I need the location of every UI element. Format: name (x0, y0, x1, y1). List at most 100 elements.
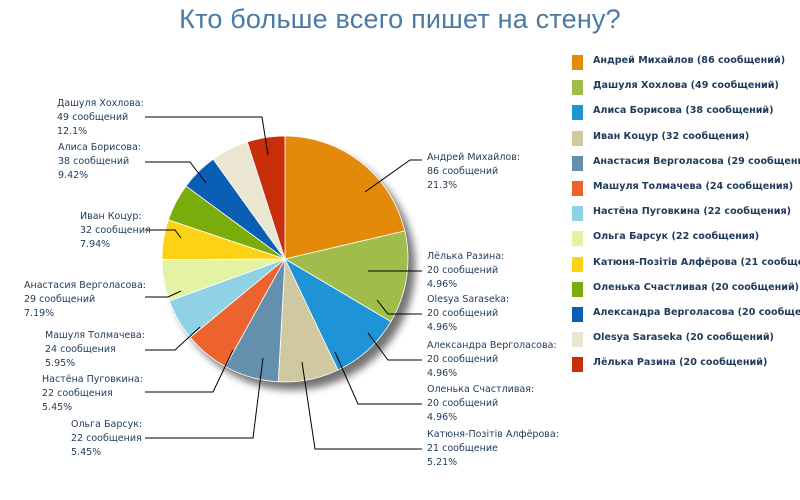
slice-label-line: 21.3% (427, 180, 457, 191)
slice-label: Катюня-Позітів Алфёрова: 21 сообщение 5.21… (427, 429, 559, 468)
legend-label: Лёлька Разина (20 сообщений) (593, 357, 768, 369)
legend-swatch (572, 155, 583, 171)
slice-label-line: 12.1% (57, 126, 87, 137)
slice-label: Ольга Барсук: 22 сообщения 5.45% (71, 419, 142, 458)
slice-label-line: 22 сообщения (42, 388, 113, 399)
slice-label-line: Андрей Михайлов: (427, 152, 520, 163)
slice-label-line: Оленька Счастливая: (427, 384, 534, 395)
slice-label-line: 21 сообщение (427, 443, 498, 454)
legend-item[interactable]: Настёна Пуговкина (22 сообщения) (572, 203, 800, 228)
slice-label-line: Лёлька Разина: (427, 251, 504, 262)
slice-label: Olesya Saraseka: 20 сообщений 4.96% (427, 294, 509, 333)
slice-label-line: Алиса Борисова: (58, 142, 141, 153)
leader-line (145, 349, 234, 393)
slice-label-line: Дашуля Хохлова: (57, 98, 144, 109)
leader-line (334, 351, 422, 405)
slice-label-line: 24 сообщения (45, 344, 116, 355)
slice-label-line: Иван Коцур: (80, 211, 142, 222)
legend-swatch (572, 357, 583, 373)
legend-swatch (572, 55, 583, 70)
slice-label-line: 7.19% (24, 308, 54, 319)
slice-label-line: 5.21% (427, 457, 457, 468)
legend-label: Иван Коцур (32 сообщения) (593, 130, 750, 142)
legend-item[interactable]: Оленька Счастливая (20 сообщений) (572, 279, 800, 304)
leader-line (145, 290, 182, 298)
slice-label-line: 9.42% (58, 170, 88, 181)
slice-label-line: 4.96% (427, 412, 457, 423)
leader-line (364, 159, 422, 193)
leader-line (145, 357, 264, 439)
leader-line (301, 361, 422, 450)
slice-label-line: 5.45% (71, 447, 101, 458)
pie-slice[interactable] (246, 135, 286, 260)
slice-label-line: Ольга Барсук: (71, 419, 142, 430)
legend-swatch (572, 180, 583, 196)
slice-label-line: Анастасия Верголасова: (24, 280, 146, 291)
legend-item[interactable]: Александра Верголасова (20 сообщений) (572, 304, 800, 329)
legend-swatch (572, 105, 583, 121)
legend-item[interactable]: Olesya Saraseka (20 сообщений) (572, 329, 800, 354)
slice-label-line: 32 сообщения (80, 225, 151, 236)
legend-label: Настёна Пуговкина (22 сообщения) (593, 206, 791, 218)
slice-label-line: 86 сообщений (427, 166, 498, 177)
legend-swatch (572, 332, 583, 348)
legend-label: Александра Верголасова (20 сообщений) (593, 306, 800, 318)
legend-label: Оленька Счастливая (20 сообщений) (593, 281, 800, 293)
slice-label: Лёлька Разина: 20 сообщений 4.96% (427, 251, 504, 290)
slice-label-line: 20 сообщений (427, 308, 498, 319)
slice-label: Алиса Борисова: 38 сообщений 9.42% (58, 142, 141, 181)
slice-label-line: Машуля Толмачева: (45, 330, 145, 341)
legend-label: Машуля Толмачева (24 сообщения) (593, 180, 794, 192)
pie-slice[interactable] (284, 135, 406, 260)
slice-label-line: Катюня-Позітів Алфёрова: (427, 429, 559, 440)
slice-label: Дашуля Хохлова: 49 сообщений 12.1% (57, 98, 144, 137)
leader-line (145, 161, 207, 184)
leader-line (376, 299, 422, 315)
legend-item[interactable]: Катюня-Позітів Алфёрова (21 сообщение) (572, 254, 800, 279)
slice-label: Иван Коцур: 32 сообщения 7.94% (80, 211, 151, 250)
legend-label: Анастасия Верголасова (29 сообщений) (593, 155, 800, 167)
legend-label: Ольга Барсук (22 сообщения) (593, 231, 760, 243)
slice-label-line: 20 сообщений (427, 354, 498, 365)
slice-label-line: 20 сообщений (427, 265, 498, 276)
legend-swatch (572, 306, 583, 322)
legend-item[interactable]: Ольга Барсук (22 сообщения) (572, 228, 800, 253)
slice-label-line: Olesya Saraseka: (427, 294, 509, 305)
legend-swatch (572, 281, 583, 297)
slice-label-line: 5.45% (42, 402, 72, 413)
slice-label-line: 5.95% (45, 358, 75, 369)
slice-label: Александра Верголасова: 20 сообщений 4.96% (427, 340, 557, 379)
slice-label-line: 4.96% (427, 279, 457, 290)
legend-label: Андрей Михайлов (86 сообщений) (593, 55, 786, 66)
slice-label-line: Александра Верголасова: (427, 340, 557, 351)
legend-label: Катюня-Позітів Алфёрова (21 сообщение) (593, 256, 800, 268)
slice-label-line: 49 сообщений (57, 112, 128, 123)
slice-label: Андрей Михайлов: 86 сообщений 21.3% (427, 152, 520, 191)
leader-line (145, 326, 201, 351)
pie-slice[interactable] (283, 230, 409, 323)
legend-item[interactable]: Лёлька Разина (20 сообщений) (572, 354, 800, 379)
legend-item[interactable]: Иван Коцур (32 сообщения) (572, 128, 800, 153)
legend-label: Алиса Борисова (38 сообщений) (593, 105, 774, 117)
legend-swatch (572, 80, 583, 96)
legend-swatch (572, 256, 583, 272)
legend: Андрей Михайлов (86 сообщений) Дашуля Хох… (572, 52, 800, 379)
legend-item[interactable]: Андрей Михайлов (86 сообщений) (572, 52, 800, 77)
legend-item[interactable]: Алиса Борисова (38 сообщений) (572, 102, 800, 127)
chart-title: Кто больше всего пишет на стену? (179, 4, 621, 34)
slice-label: Анастасия Верголасова: 29 сообщений 7.19% (24, 280, 146, 319)
legend-label: Дашуля Хохлова (49 сообщений) (593, 80, 779, 92)
leader-line (145, 229, 182, 239)
legend-item[interactable]: Анастасия Верголасова (29 сообщений) (572, 153, 800, 178)
slice-label: Оленька Счастливая: 20 сообщений 4.96% (427, 384, 534, 423)
slice-label-line: 38 сообщений (58, 156, 129, 167)
leader-line (367, 332, 422, 361)
legend-item[interactable]: Машуля Толмачева (24 сообщения) (572, 178, 800, 203)
slice-label-line: 7.94% (80, 239, 110, 250)
slice-label: Настёна Пуговкина: 22 сообщения 5.45% (42, 374, 143, 413)
legend-item[interactable]: Дашуля Хохлова (49 сообщений) (572, 77, 800, 102)
legend-label: Olesya Saraseka (20 сообщений) (593, 332, 774, 344)
slice-label-line: 4.96% (427, 368, 457, 379)
slice-label-line: 4.96% (427, 322, 457, 333)
